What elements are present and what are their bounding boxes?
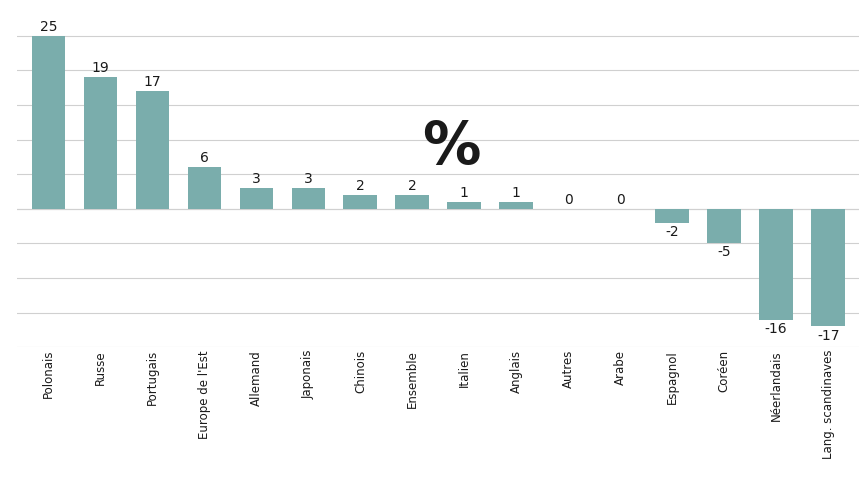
Text: 1: 1 xyxy=(512,186,521,200)
Text: 2: 2 xyxy=(356,179,365,193)
Text: -17: -17 xyxy=(817,328,839,343)
Text: 1: 1 xyxy=(460,186,469,200)
Text: -2: -2 xyxy=(666,225,679,239)
Bar xyxy=(344,195,378,209)
Text: 0: 0 xyxy=(616,192,625,207)
Bar xyxy=(655,209,689,223)
Bar xyxy=(447,202,481,209)
Bar xyxy=(240,188,273,209)
Bar xyxy=(135,91,169,209)
Text: 2: 2 xyxy=(408,179,417,193)
Text: 3: 3 xyxy=(252,172,260,186)
Bar xyxy=(499,202,533,209)
Bar xyxy=(760,209,793,319)
Text: 3: 3 xyxy=(304,172,312,186)
Text: %: % xyxy=(422,120,480,176)
Text: 6: 6 xyxy=(200,151,209,165)
Text: 0: 0 xyxy=(564,192,573,207)
Bar xyxy=(31,36,65,209)
Bar xyxy=(707,209,741,244)
Text: 25: 25 xyxy=(40,19,57,34)
Text: 19: 19 xyxy=(92,61,109,75)
Bar xyxy=(292,188,326,209)
Bar xyxy=(396,195,430,209)
Text: -5: -5 xyxy=(717,246,731,259)
Bar xyxy=(812,209,845,326)
Bar xyxy=(187,167,221,209)
Bar xyxy=(83,77,117,209)
Text: -16: -16 xyxy=(765,321,787,336)
Text: 17: 17 xyxy=(144,75,161,89)
